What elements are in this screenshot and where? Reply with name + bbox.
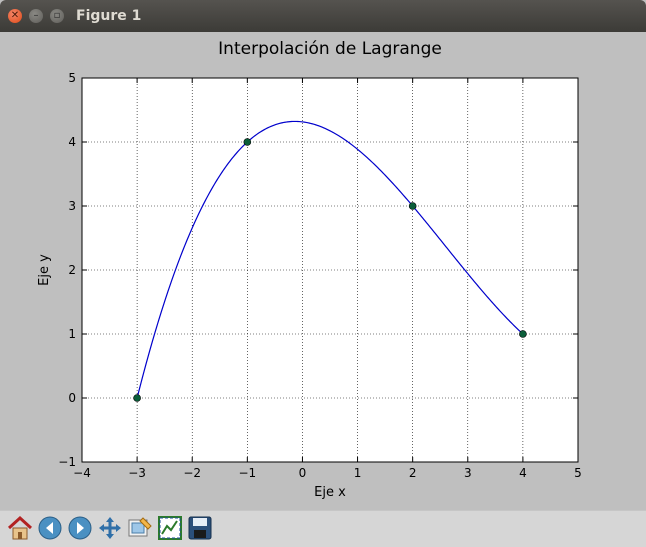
x-tick-label: 3 <box>464 466 472 480</box>
x-axis-label: Eje x <box>314 485 346 500</box>
save-icon[interactable] <box>186 514 214 542</box>
plot-area <box>82 78 578 462</box>
data-point <box>243 138 252 146</box>
maximize-icon[interactable]: ▫ <box>50 9 64 23</box>
x-tick-label: −3 <box>128 466 146 480</box>
data-point <box>408 202 417 210</box>
chart-title: Interpolación de Lagrange <box>218 39 442 59</box>
x-tick-label: −4 <box>73 466 91 480</box>
x-tick-label: −1 <box>238 466 256 480</box>
x-tick-label: 2 <box>409 466 417 480</box>
data-point <box>133 394 141 402</box>
data-point <box>519 330 527 338</box>
x-tick-label: −2 <box>183 466 201 480</box>
configure-subplots-icon[interactable] <box>156 514 184 542</box>
interpolation-curve <box>136 120 524 399</box>
y-tick-label: 0 <box>68 391 76 405</box>
y-tick-label: 4 <box>68 135 76 149</box>
close-icon[interactable]: ✕ <box>8 9 22 23</box>
title-bar: ✕ – ▫ Figure 1 <box>0 0 646 32</box>
y-tick-label: 2 <box>68 263 76 277</box>
minimize-icon[interactable]: – <box>29 9 43 23</box>
x-tick-label: 5 <box>574 466 582 480</box>
zoom-icon[interactable] <box>126 514 154 542</box>
x-tick-label: 1 <box>354 466 362 480</box>
x-tick-label: 0 <box>299 466 307 480</box>
forward-arrow-icon[interactable] <box>66 514 94 542</box>
navigation-toolbar <box>0 510 646 547</box>
plot-canvas: −4 −3 −2 −1 0 1 2 3 4 5 −1 0 1 2 3 4 5 Interpolación de L… <box>37 39 582 500</box>
y-tick-label: 5 <box>68 71 76 85</box>
x-tick-label: 4 <box>519 466 527 480</box>
axes-frame <box>81 77 579 463</box>
y-axis-label: Eje y <box>37 254 52 286</box>
y-tick-label: 1 <box>68 327 76 341</box>
home-icon[interactable] <box>6 514 34 542</box>
pan-icon[interactable] <box>96 514 124 542</box>
window-title: Figure 1 <box>76 8 142 24</box>
y-tick-label: 3 <box>68 199 76 213</box>
back-arrow-icon[interactable] <box>36 514 64 542</box>
y-tick-label: −1 <box>58 455 76 469</box>
